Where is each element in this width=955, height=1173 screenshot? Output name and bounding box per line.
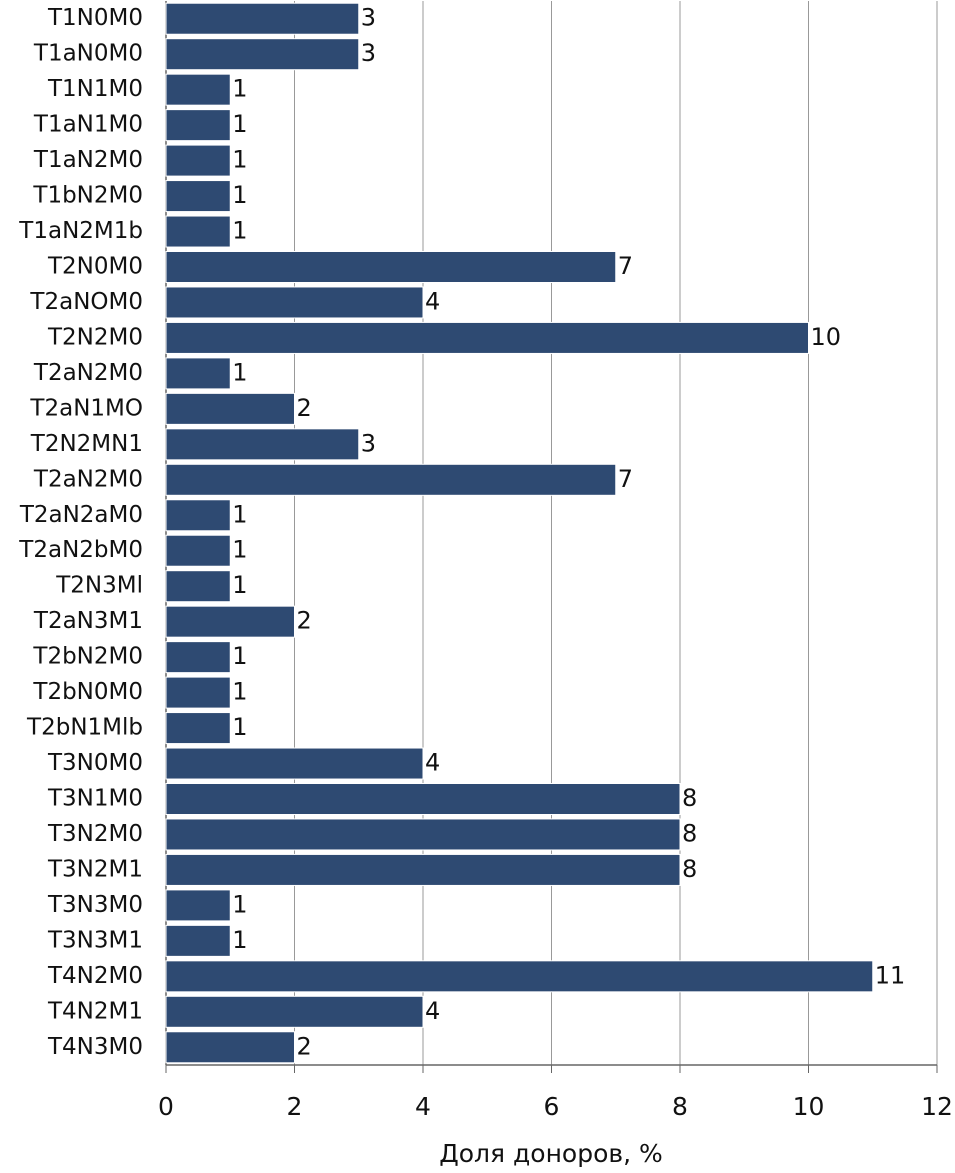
bar	[165, 499, 231, 532]
bar	[165, 321, 809, 354]
y-tick-label: T1aN2M0	[33, 147, 143, 173]
bar	[165, 392, 295, 425]
y-tick-label: T1aN0M0	[33, 41, 143, 67]
value-label: 2	[297, 607, 312, 635]
bar	[165, 215, 231, 248]
bar	[165, 109, 231, 142]
value-label: 1	[232, 75, 247, 103]
bar	[165, 641, 231, 674]
bar	[165, 605, 295, 638]
value-label: 1	[232, 890, 247, 918]
bar	[165, 712, 231, 745]
value-label: 11	[875, 961, 906, 989]
y-tick-label: T4N2M0	[47, 963, 143, 989]
y-tick-label: T2aN2aM0	[19, 502, 143, 528]
y-tick-label: T1bN2M0	[32, 183, 143, 209]
y-tick-label: T2bN2M0	[32, 644, 143, 670]
y-tick-label: T2aN2bM0	[18, 537, 143, 563]
bar	[165, 747, 424, 780]
value-label: 3	[361, 4, 376, 32]
y-tick-label: T1aN1M0	[33, 112, 143, 138]
bar	[165, 286, 424, 319]
y-tick-label: T3N0M0	[47, 750, 143, 776]
y-tick-label: T3N2M0	[47, 821, 143, 847]
bar	[165, 463, 617, 496]
x-tick-label: 4	[415, 1092, 431, 1121]
value-label: 1	[232, 926, 247, 954]
bar	[165, 853, 681, 886]
y-tick-label: T2aN3M1	[33, 608, 143, 634]
bar	[165, 960, 874, 993]
value-label: 2	[297, 1032, 312, 1060]
y-tick-label: T4N2M1	[47, 998, 143, 1024]
y-tick-label: T1N1M0	[47, 76, 143, 102]
value-label: 1	[232, 713, 247, 741]
value-label: 4	[425, 749, 440, 777]
bar	[165, 428, 360, 461]
value-label: 10	[811, 323, 842, 351]
bar	[165, 570, 231, 603]
bar	[165, 357, 231, 390]
y-tick-label: T2aN1MO	[29, 395, 143, 421]
bar	[165, 995, 424, 1028]
bar	[165, 889, 231, 922]
y-tick-label: T1aN2M1b	[18, 218, 143, 244]
bar	[165, 924, 231, 957]
y-tick-label: T2N3Ml	[55, 573, 143, 599]
x-tick-label: 10	[793, 1092, 825, 1121]
y-tick-label: T2aN2M0	[33, 466, 143, 492]
value-label: 4	[425, 997, 440, 1025]
value-label: 4	[425, 287, 440, 315]
x-axis-title: Доля доноров, %	[439, 1139, 663, 1168]
y-tick-label: T3N3M0	[47, 892, 143, 918]
y-tick-label: T2N0M0	[47, 254, 143, 280]
y-tick-label: T1N0M0	[47, 5, 143, 31]
value-label: 1	[232, 678, 247, 706]
bar	[165, 783, 681, 815]
value-label: 8	[682, 784, 697, 812]
y-tick-label: T2aNOM0	[29, 289, 143, 315]
value-label: 8	[682, 819, 697, 847]
bar	[165, 534, 231, 567]
value-label: 2	[297, 394, 312, 422]
y-tick-label: T2N2MN1	[30, 431, 143, 457]
y-tick-label: T3N3M1	[47, 927, 143, 953]
y-tick-label: T3N2M1	[47, 856, 143, 882]
y-tick-label: T2bN0M0	[32, 679, 143, 705]
bar	[165, 144, 231, 177]
value-label: 1	[232, 110, 247, 138]
y-tick-label: T3N1M0	[47, 786, 143, 812]
bar	[165, 1031, 295, 1064]
value-label: 1	[232, 571, 247, 599]
value-label: 3	[361, 429, 376, 457]
y-tick-label: T4N3M0	[47, 1034, 143, 1060]
x-tick-label: 0	[158, 1092, 174, 1121]
value-label: 1	[232, 500, 247, 528]
bar	[165, 38, 360, 71]
value-label: 8	[682, 855, 697, 883]
value-label: 1	[232, 536, 247, 564]
value-label: 3	[361, 39, 376, 67]
value-label: 1	[232, 642, 247, 670]
value-label: 7	[618, 465, 633, 493]
bar	[165, 73, 231, 106]
x-tick-label: 12	[921, 1092, 953, 1121]
y-tick-label: T2bN1Mlb	[26, 715, 143, 741]
value-label: 1	[232, 146, 247, 174]
y-tick-label: T2N2M0	[47, 324, 143, 350]
y-tick-label: T2aN2M0	[33, 360, 143, 386]
bar	[165, 2, 360, 35]
bar	[165, 251, 617, 283]
bar	[165, 676, 231, 709]
value-label: 1	[232, 181, 247, 209]
value-label: 7	[618, 252, 633, 280]
x-tick-label: 8	[672, 1092, 688, 1121]
value-label: 1	[232, 358, 247, 386]
x-tick-label: 2	[287, 1092, 303, 1121]
bar	[165, 818, 681, 851]
x-tick-label: 6	[544, 1092, 560, 1121]
bar	[165, 180, 231, 213]
value-label: 1	[232, 217, 247, 245]
